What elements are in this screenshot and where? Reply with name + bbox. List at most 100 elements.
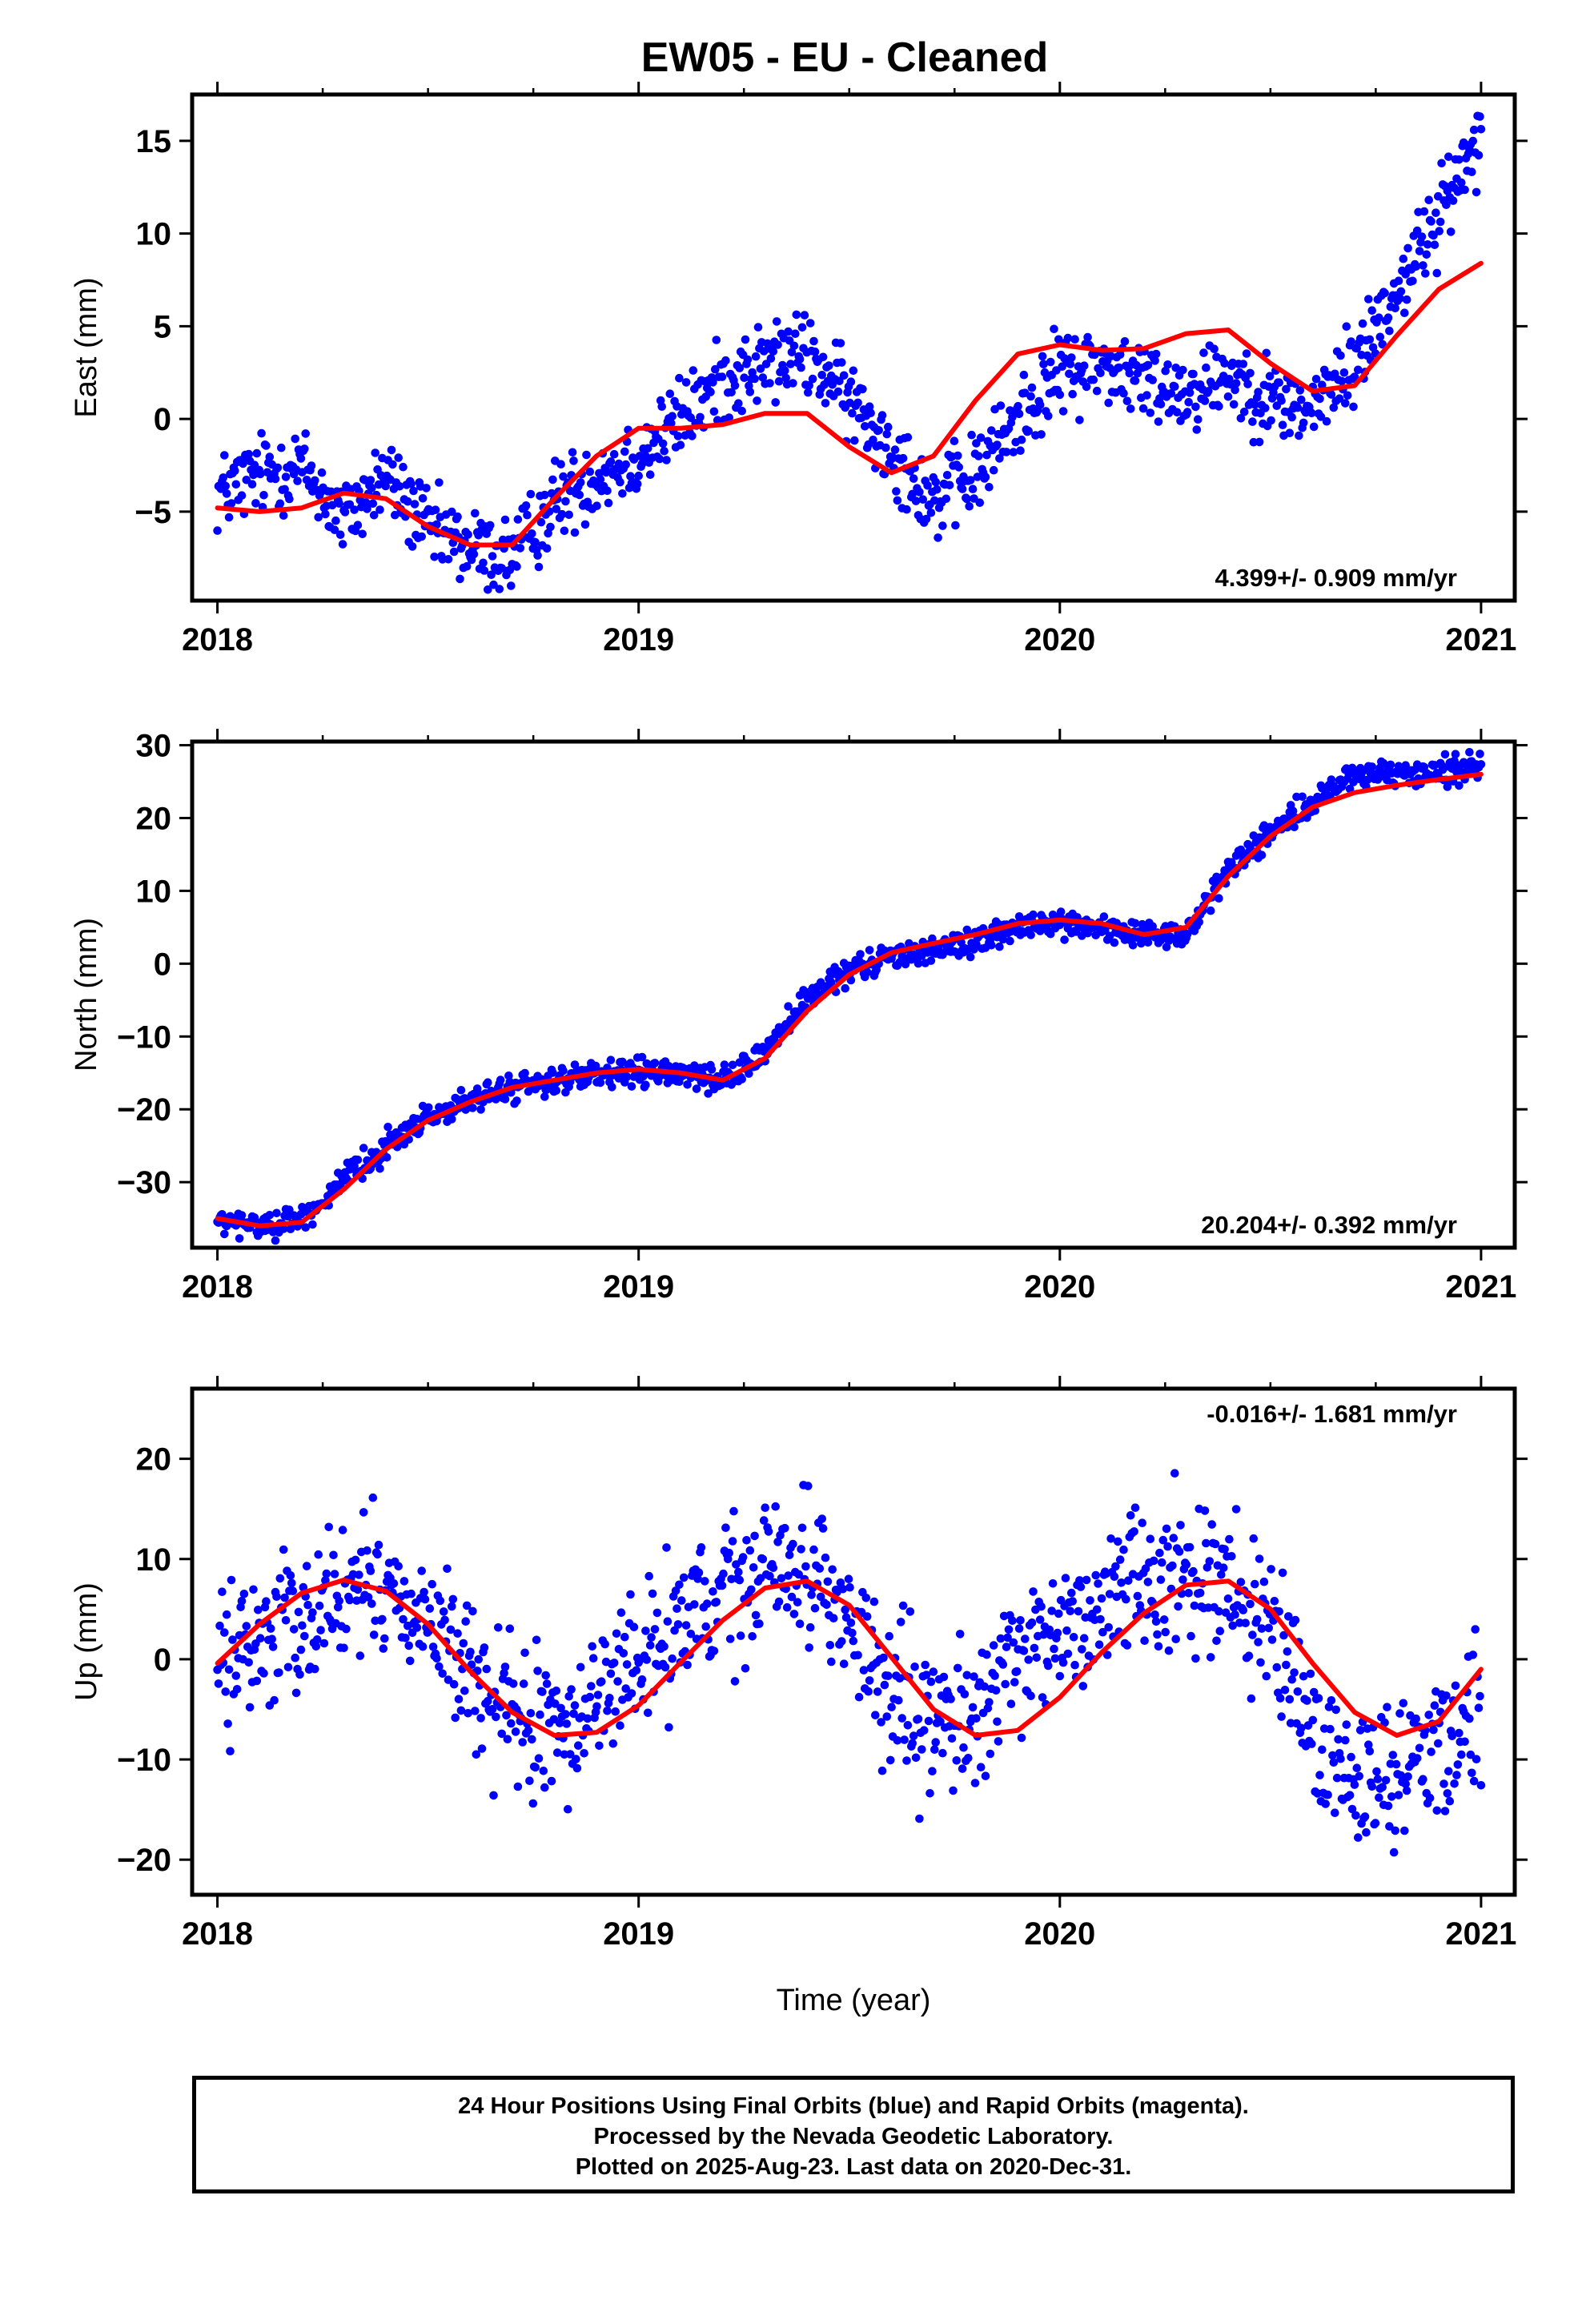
east-data-point <box>805 319 815 328</box>
east-data-point <box>280 485 289 494</box>
east-x-tick-label: 2019 <box>603 622 674 657</box>
up-data-point <box>1472 1755 1481 1763</box>
up-data-point <box>976 1763 986 1771</box>
up-data-point <box>998 1660 1008 1669</box>
up-data-point <box>275 1574 285 1583</box>
up-data-point <box>228 1635 237 1644</box>
up-data-point <box>911 1753 921 1763</box>
east-data-point <box>781 366 789 376</box>
east-data-point <box>568 448 577 457</box>
north-data-point <box>650 1059 660 1068</box>
up-data-point <box>480 1643 489 1652</box>
up-data-point <box>1362 1827 1371 1837</box>
up-data-point <box>294 1607 303 1617</box>
up-data-point <box>221 1687 231 1696</box>
north-data-point <box>987 941 996 950</box>
up-data-point <box>1365 1747 1375 1756</box>
up-data-point <box>1239 1606 1248 1614</box>
up-data-point <box>444 1675 453 1684</box>
up-data-point <box>1378 1783 1387 1791</box>
up-data-point <box>1452 1771 1461 1779</box>
east-data-point <box>1024 426 1033 436</box>
east-data-point <box>300 444 309 453</box>
north-data-point <box>1327 775 1336 784</box>
up-data-point <box>600 1639 609 1649</box>
up-data-point <box>272 1592 281 1601</box>
east-data-point <box>1248 417 1257 426</box>
north-data-point <box>1476 750 1484 758</box>
up-data-point <box>1275 1694 1285 1703</box>
north-data-point <box>1465 748 1474 757</box>
north-data-point <box>1476 760 1486 769</box>
up-data-point <box>1380 1718 1389 1727</box>
east-data-point <box>1184 397 1193 407</box>
east-data-point <box>1026 392 1035 401</box>
north-data-point <box>622 1072 632 1081</box>
up-data-point <box>1054 1609 1063 1618</box>
east-data-point <box>1172 408 1182 417</box>
east-data-point <box>645 470 655 479</box>
east-data-point <box>604 498 613 508</box>
up-data-point <box>1035 1615 1045 1624</box>
up-data-point <box>1267 1565 1275 1574</box>
east-data-point <box>531 537 540 547</box>
east-data-point <box>1115 350 1125 360</box>
east-data-point <box>821 399 830 408</box>
north-data-point <box>456 1086 466 1095</box>
north-data-point <box>1288 806 1298 816</box>
east-data-point <box>1065 369 1074 379</box>
up-data-point <box>736 1631 745 1640</box>
up-data-point <box>877 1766 887 1775</box>
up-data-point <box>861 1594 871 1602</box>
north-data-point <box>359 1144 368 1152</box>
east-data-point <box>580 520 590 529</box>
up-data-point <box>587 1682 596 1691</box>
east-rate-label: 4.399+/- 0.909 mm/yr <box>1215 564 1457 592</box>
east-data-point <box>667 419 676 428</box>
up-data-point <box>1178 1575 1187 1584</box>
east-data-point <box>810 347 820 356</box>
up-data-point <box>308 1608 317 1617</box>
east-data-point <box>277 443 286 452</box>
north-data-point <box>596 1078 605 1088</box>
north-data-point <box>272 1208 281 1218</box>
east-data-point <box>903 432 913 442</box>
up-data-point <box>928 1767 937 1775</box>
east-data-point <box>1166 389 1176 398</box>
up-data-point <box>681 1621 691 1630</box>
up-data-point <box>1440 1807 1450 1815</box>
up-data-point <box>513 1782 523 1791</box>
east-data-point <box>1422 250 1431 259</box>
up-data-point <box>735 1575 745 1585</box>
north-x-tick-label: 2020 <box>1024 1269 1095 1305</box>
up-data-point <box>954 1663 962 1673</box>
east-data-point <box>311 476 319 485</box>
up-data-point <box>231 1671 241 1680</box>
east-data-point <box>1468 136 1478 146</box>
up-data-point <box>750 1531 759 1541</box>
up-data-point <box>962 1671 972 1680</box>
up-data-point <box>1063 1649 1073 1659</box>
east-data-point <box>1474 151 1484 160</box>
east-data-point <box>1027 383 1037 392</box>
east-data-point <box>637 459 647 468</box>
up-data-point <box>1430 1701 1439 1710</box>
east-data-point <box>487 570 496 579</box>
east-data-point <box>753 396 761 405</box>
east-data-point <box>1138 404 1148 413</box>
north-data-point <box>552 1086 561 1096</box>
east-data-point <box>516 544 525 553</box>
up-data-point <box>1037 1602 1046 1611</box>
up-data-point <box>369 1630 379 1639</box>
east-data-point <box>408 542 417 551</box>
up-data-point <box>252 1676 262 1686</box>
up-data-point <box>489 1791 498 1800</box>
up-data-point <box>330 1570 339 1578</box>
up-data-point <box>905 1607 915 1616</box>
up-data-point <box>1174 1547 1184 1556</box>
up-data-point <box>316 1626 325 1634</box>
up-data-point <box>1133 1591 1142 1601</box>
east-data-point <box>391 510 400 520</box>
up-data-point <box>525 1776 534 1785</box>
